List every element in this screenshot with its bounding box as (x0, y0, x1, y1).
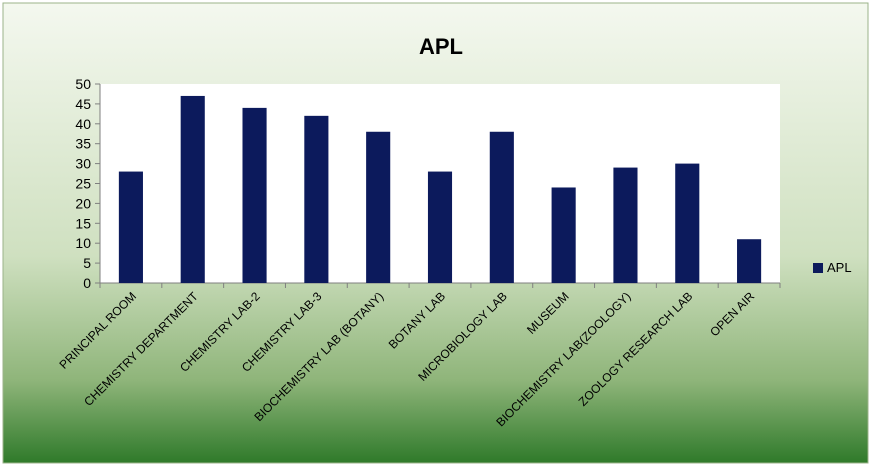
y-tick-label: 40 (75, 116, 91, 132)
bar (180, 95, 205, 283)
bars-group (118, 95, 762, 283)
y-axis: 0 5 10 15 20 25 30 35 40 45 50 (75, 76, 101, 291)
bar (427, 171, 453, 283)
legend-swatch (813, 263, 823, 273)
legend-label: APL (827, 260, 852, 275)
y-tick-label: 25 (75, 176, 91, 192)
bar (675, 163, 700, 283)
y-tick-label: 35 (75, 136, 91, 152)
y-tick-label: 50 (75, 76, 91, 92)
y-tick-label: 10 (75, 235, 91, 251)
bar (551, 187, 576, 283)
y-tick-label: 30 (75, 156, 91, 172)
chart-title: APL (419, 34, 463, 59)
bar (737, 239, 762, 283)
bar (489, 131, 514, 283)
bar (118, 171, 143, 283)
bar (613, 167, 638, 283)
y-tick-label: 20 (75, 195, 91, 211)
y-tick-label: 5 (83, 255, 91, 271)
y-tick-label: 0 (83, 275, 91, 291)
y-tick-label: 45 (75, 96, 91, 112)
legend: APL (813, 260, 852, 275)
bar (304, 115, 329, 283)
y-tick-label: 15 (75, 215, 91, 231)
bar (242, 107, 267, 283)
bar (366, 131, 391, 283)
